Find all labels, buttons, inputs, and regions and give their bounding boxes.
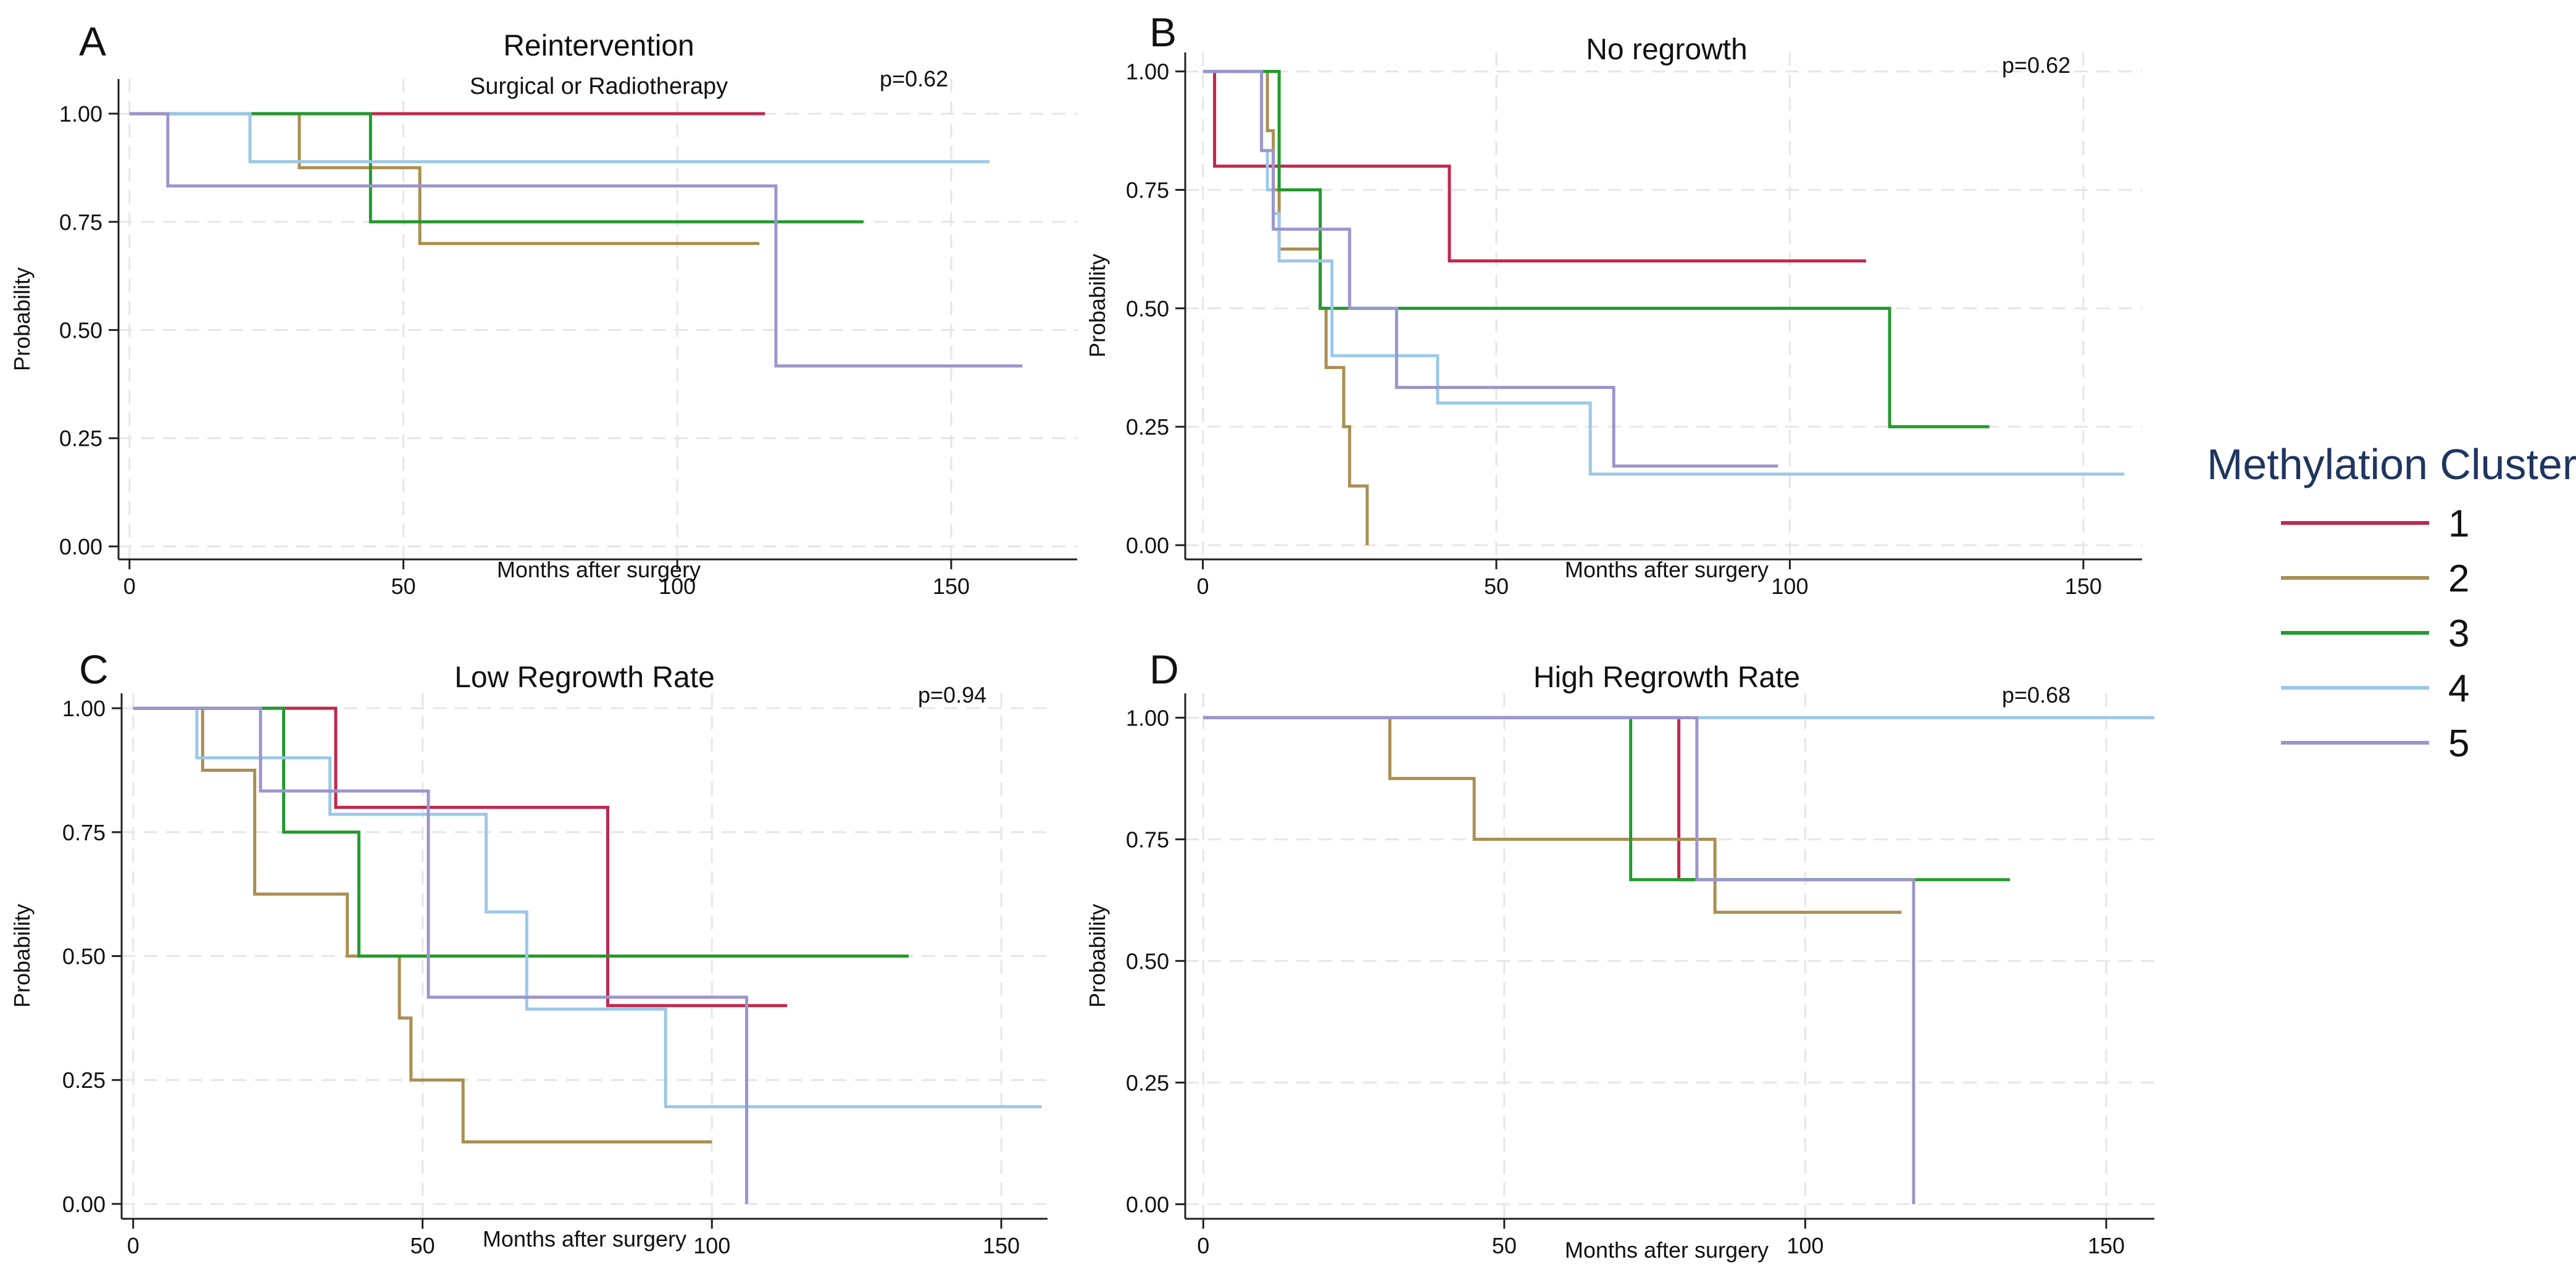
y-tick-label: 1.00	[1126, 59, 1169, 85]
legend-entry-2: 2	[2281, 558, 2469, 600]
legend-label: 4	[2448, 667, 2469, 710]
y-tick-label: 0.25	[62, 1068, 106, 1093]
x-tick-label: 0	[1197, 1233, 1209, 1258]
y-tick-label: 0.25	[59, 426, 102, 451]
x-tick-label: 50	[1492, 1233, 1517, 1258]
x-tick-label: 0	[123, 574, 136, 599]
panel-B: 0.00 0.25 0.50 0.75 1.00 0 50 100 150 B No regrowt…	[1085, 9, 2142, 599]
y-tick-label: 0.75	[62, 820, 106, 845]
legend-entry-3: 3	[2281, 612, 2469, 655]
series-line-3	[1203, 70, 1990, 428]
chart-subtitle: Surgical or Radiotherapy	[470, 73, 728, 99]
x-tick-label: 100	[1786, 1233, 1824, 1258]
x-tick-label: 0	[1197, 574, 1209, 599]
p-value-annotation: p=0.62	[2002, 52, 2070, 78]
y-tick-label: 0.75	[1126, 827, 1169, 852]
p-value-annotation: p=0.68	[2002, 682, 2070, 708]
series-line-1	[1203, 716, 1697, 882]
x-axis-label: Months after surgery	[1565, 557, 1769, 582]
y-tick-label: 0.00	[1126, 533, 1169, 558]
series-line-2	[1203, 716, 1902, 914]
x-axis-label: Months after surgery	[483, 1226, 686, 1252]
series-line-3	[1203, 716, 2010, 882]
series-line-4	[133, 706, 1042, 1109]
x-tick-label: 100	[659, 574, 696, 599]
x-tick-label: 50	[410, 1233, 435, 1258]
legend-entry-5: 5	[2281, 722, 2469, 765]
panel-D: 0.00 0.25 0.50 0.75 1.00 0 50 100 150 D High Regro…	[1085, 646, 2154, 1263]
p-value-annotation: p=0.62	[880, 66, 948, 91]
chart-title: Reintervention	[503, 30, 694, 62]
p-value-annotation: p=0.94	[918, 682, 986, 708]
panels: 0.00 0.25 0.50 0.75 1.00 0 50 100 150 A Reinterven…	[9, 9, 2154, 1263]
x-tick-label: 100	[693, 1233, 730, 1258]
legend-label: 5	[2448, 722, 2469, 765]
y-tick-label: 0.50	[62, 944, 106, 969]
series-line-1	[1203, 70, 1867, 263]
x-tick-label: 150	[933, 574, 970, 599]
series-line-5	[1203, 70, 1778, 468]
legend-entry-4: 4	[2281, 667, 2469, 710]
y-tick-label: 1.00	[1126, 705, 1169, 730]
panel-letter: C	[79, 646, 109, 692]
legend-title: Methylation Cluster	[2207, 440, 2576, 488]
x-tick-label: 50	[1484, 574, 1509, 599]
panel-letter: A	[79, 19, 106, 64]
legend-label: 3	[2448, 612, 2469, 655]
x-tick-label: 150	[983, 1233, 1020, 1258]
legend-label: 2	[2448, 558, 2469, 600]
y-tick-label: 0.75	[1126, 178, 1169, 203]
series-line-2	[129, 112, 760, 245]
x-tick-label: 150	[2065, 574, 2102, 599]
x-axis-label: Months after surgery	[1565, 1237, 1769, 1263]
y-axis-label: Probability	[1085, 904, 1110, 1008]
y-tick-label: 0.00	[62, 1192, 106, 1217]
x-tick-label: 100	[1771, 574, 1808, 599]
x-tick-label: 0	[127, 1233, 140, 1258]
series-line-1	[133, 706, 788, 1008]
panel-letter: D	[1149, 646, 1179, 692]
y-tick-label: 0.00	[59, 534, 102, 559]
legend-entry-1: 1	[2281, 503, 2469, 545]
panel-letter: B	[1149, 9, 1177, 55]
legend-label: 1	[2448, 503, 2469, 545]
panel-A: 0.00 0.25 0.50 0.75 1.00 0 50 100 150 A Reinterven…	[9, 19, 1077, 599]
legend-entries: 1 2 3 4 5	[2281, 503, 2469, 765]
series-line-3	[129, 112, 864, 224]
x-axis-label: Months after surgery	[497, 557, 701, 582]
legend: Methylation Cluster 1 2 3 4 5	[2207, 440, 2576, 765]
x-tick-label: 150	[2088, 1233, 2125, 1258]
y-tick-label: 1.00	[59, 101, 102, 127]
chart-title: No regrowth	[1586, 33, 1747, 66]
y-tick-label: 0.50	[1126, 296, 1169, 321]
y-tick-label: 0.25	[1126, 1070, 1169, 1095]
chart-title: Low Regrowth Rate	[454, 661, 715, 694]
chart-title: High Regrowth Rate	[1533, 661, 1800, 694]
y-axis-label: Probability	[9, 904, 35, 1008]
y-tick-label: 1.00	[62, 696, 106, 721]
y-tick-label: 0.00	[1126, 1192, 1169, 1217]
series-line-4	[129, 112, 990, 164]
x-tick-label: 50	[391, 574, 415, 599]
y-axis-label: Probability	[9, 267, 35, 371]
series-line-4	[1203, 70, 2125, 476]
series-line-5	[133, 706, 748, 1204]
series-line-5	[1203, 716, 1915, 1205]
y-tick-label: 0.50	[1126, 948, 1169, 974]
y-axis-label: Probability	[1085, 254, 1110, 357]
y-tick-label: 0.25	[1126, 414, 1169, 440]
y-tick-label: 0.75	[59, 209, 102, 235]
series-line-5	[129, 112, 1023, 368]
y-tick-label: 0.50	[59, 318, 102, 343]
panel-C: 0.00 0.25 0.50 0.75 1.00 0 50 100 150 C Low Regrow…	[9, 646, 1048, 1258]
